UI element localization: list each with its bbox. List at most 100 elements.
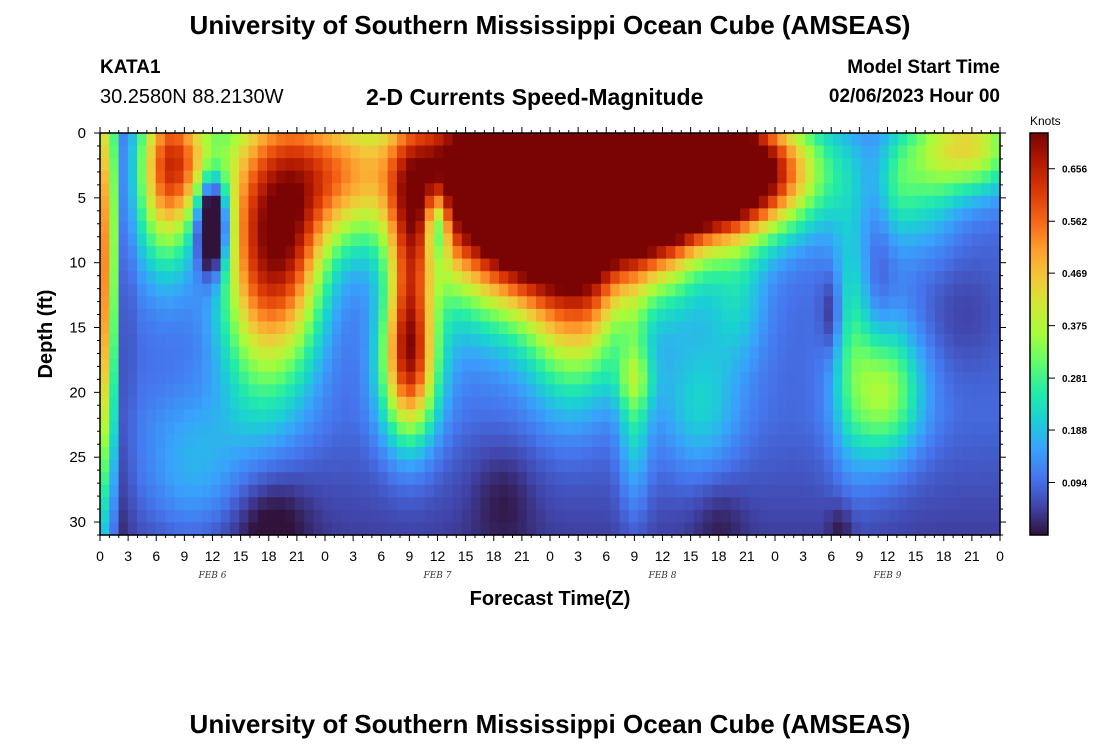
heatmap-cell: [211, 258, 222, 272]
heatmap-cell: [582, 459, 593, 473]
heatmap-cell: [118, 158, 129, 172]
heatmap-cell: [192, 308, 203, 323]
y-axis-label: Depth (ft): [35, 290, 57, 379]
heatmap-cell: [851, 371, 862, 385]
heatmap-cell: [276, 195, 287, 209]
heatmap-cell: [935, 384, 945, 398]
heatmap-cell: [591, 158, 602, 172]
heatmap-cell: [220, 170, 231, 184]
heatmap-cell: [916, 208, 927, 222]
heatmap-cell: [684, 195, 695, 209]
heatmap-cell: [860, 346, 871, 360]
heatmap-cell: [350, 421, 361, 436]
heatmap-cell: [972, 133, 983, 147]
heatmap-cell: [471, 246, 482, 260]
heatmap-cell: [693, 472, 704, 486]
heatmap-cell: [211, 522, 222, 536]
heatmap-cell: [953, 271, 964, 285]
heatmap-cell: [118, 246, 129, 260]
heatmap-cell: [109, 509, 120, 524]
heatmap-cell: [341, 170, 352, 184]
heatmap-cell: [897, 497, 908, 511]
heatmap-cell: [925, 346, 936, 360]
heatmap-cell: [202, 183, 212, 197]
heatmap-cell: [489, 447, 500, 461]
heatmap-cell: [693, 133, 704, 147]
heatmap-cell: [211, 359, 222, 373]
heatmap-cell: [498, 133, 509, 147]
heatmap-cell: [461, 497, 472, 511]
heatmap-cell: [452, 509, 463, 524]
heatmap-cell: [563, 271, 574, 285]
heatmap-cell: [248, 246, 259, 260]
heatmap-cell: [434, 296, 444, 310]
heatmap-cell: [665, 334, 676, 348]
heatmap-cell: [294, 208, 305, 222]
heatmap-cell: [146, 183, 157, 197]
heatmap-cell: [795, 434, 806, 448]
heatmap-cell: [647, 170, 658, 184]
heatmap-cell: [749, 409, 760, 423]
heatmap-cell: [443, 497, 454, 511]
heatmap-cell: [888, 459, 899, 473]
heatmap-cell: [712, 497, 723, 511]
heatmap-cell: [137, 522, 147, 536]
heatmap-cell: [591, 371, 602, 385]
heatmap-cell: [628, 183, 639, 197]
heatmap-cell: [155, 195, 166, 209]
heatmap-cell: [842, 459, 853, 473]
heatmap-cell: [972, 334, 983, 348]
heatmap-cell: [480, 246, 491, 260]
heatmap-cell: [192, 208, 203, 222]
heatmap-cell: [675, 133, 686, 147]
heatmap-cell: [183, 497, 194, 511]
heatmap-cell: [239, 384, 250, 398]
heatmap-cell: [619, 170, 630, 184]
heatmap-cell: [870, 459, 880, 473]
heatmap-cell: [656, 484, 667, 498]
heatmap-cell: [879, 183, 890, 197]
heatmap-cell: [508, 271, 519, 285]
heatmap-cell: [888, 296, 899, 310]
heatmap-cell: [350, 359, 361, 373]
heatmap-cell: [851, 497, 862, 511]
heatmap-cell: [563, 459, 574, 473]
heatmap-cell: [202, 220, 212, 235]
heatmap-cell: [981, 195, 992, 209]
heatmap-cell: [721, 233, 732, 247]
heatmap-cell: [378, 484, 389, 498]
heatmap-cell: [656, 133, 667, 147]
heatmap-cell: [805, 133, 816, 147]
heatmap-cell: [860, 208, 871, 222]
heatmap-cell: [730, 522, 741, 536]
heatmap-cell: [601, 484, 611, 498]
heatmap-cell: [944, 421, 955, 436]
heatmap-cell: [814, 359, 825, 373]
heatmap-cell: [860, 271, 871, 285]
heatmap-cell: [452, 371, 463, 385]
heatmap-cell: [693, 321, 704, 335]
heatmap-cell: [601, 459, 611, 473]
heatmap-cell: [359, 346, 370, 360]
heatmap-cell: [935, 158, 945, 172]
heatmap-cell: [387, 459, 398, 473]
heatmap-cell: [814, 447, 825, 461]
heatmap-cell: [860, 497, 871, 511]
heatmap-cell: [192, 283, 203, 297]
heatmap-cell: [359, 321, 370, 335]
heatmap-cell: [146, 396, 157, 410]
heatmap-cell: [100, 409, 110, 423]
heatmap-cell: [461, 509, 472, 524]
heatmap-cell: [879, 170, 890, 184]
heatmap-cell: [573, 208, 584, 222]
heatmap-cell: [953, 497, 964, 511]
heatmap-cell: [248, 396, 259, 410]
heatmap-cell: [164, 158, 175, 172]
heatmap-cell: [684, 296, 695, 310]
heatmap-cell: [860, 396, 871, 410]
heatmap-cell: [935, 334, 945, 348]
heatmap-cell: [174, 522, 185, 536]
heatmap-cell: [322, 296, 333, 310]
heatmap-cell: [461, 396, 472, 410]
heatmap-cell: [684, 459, 695, 473]
